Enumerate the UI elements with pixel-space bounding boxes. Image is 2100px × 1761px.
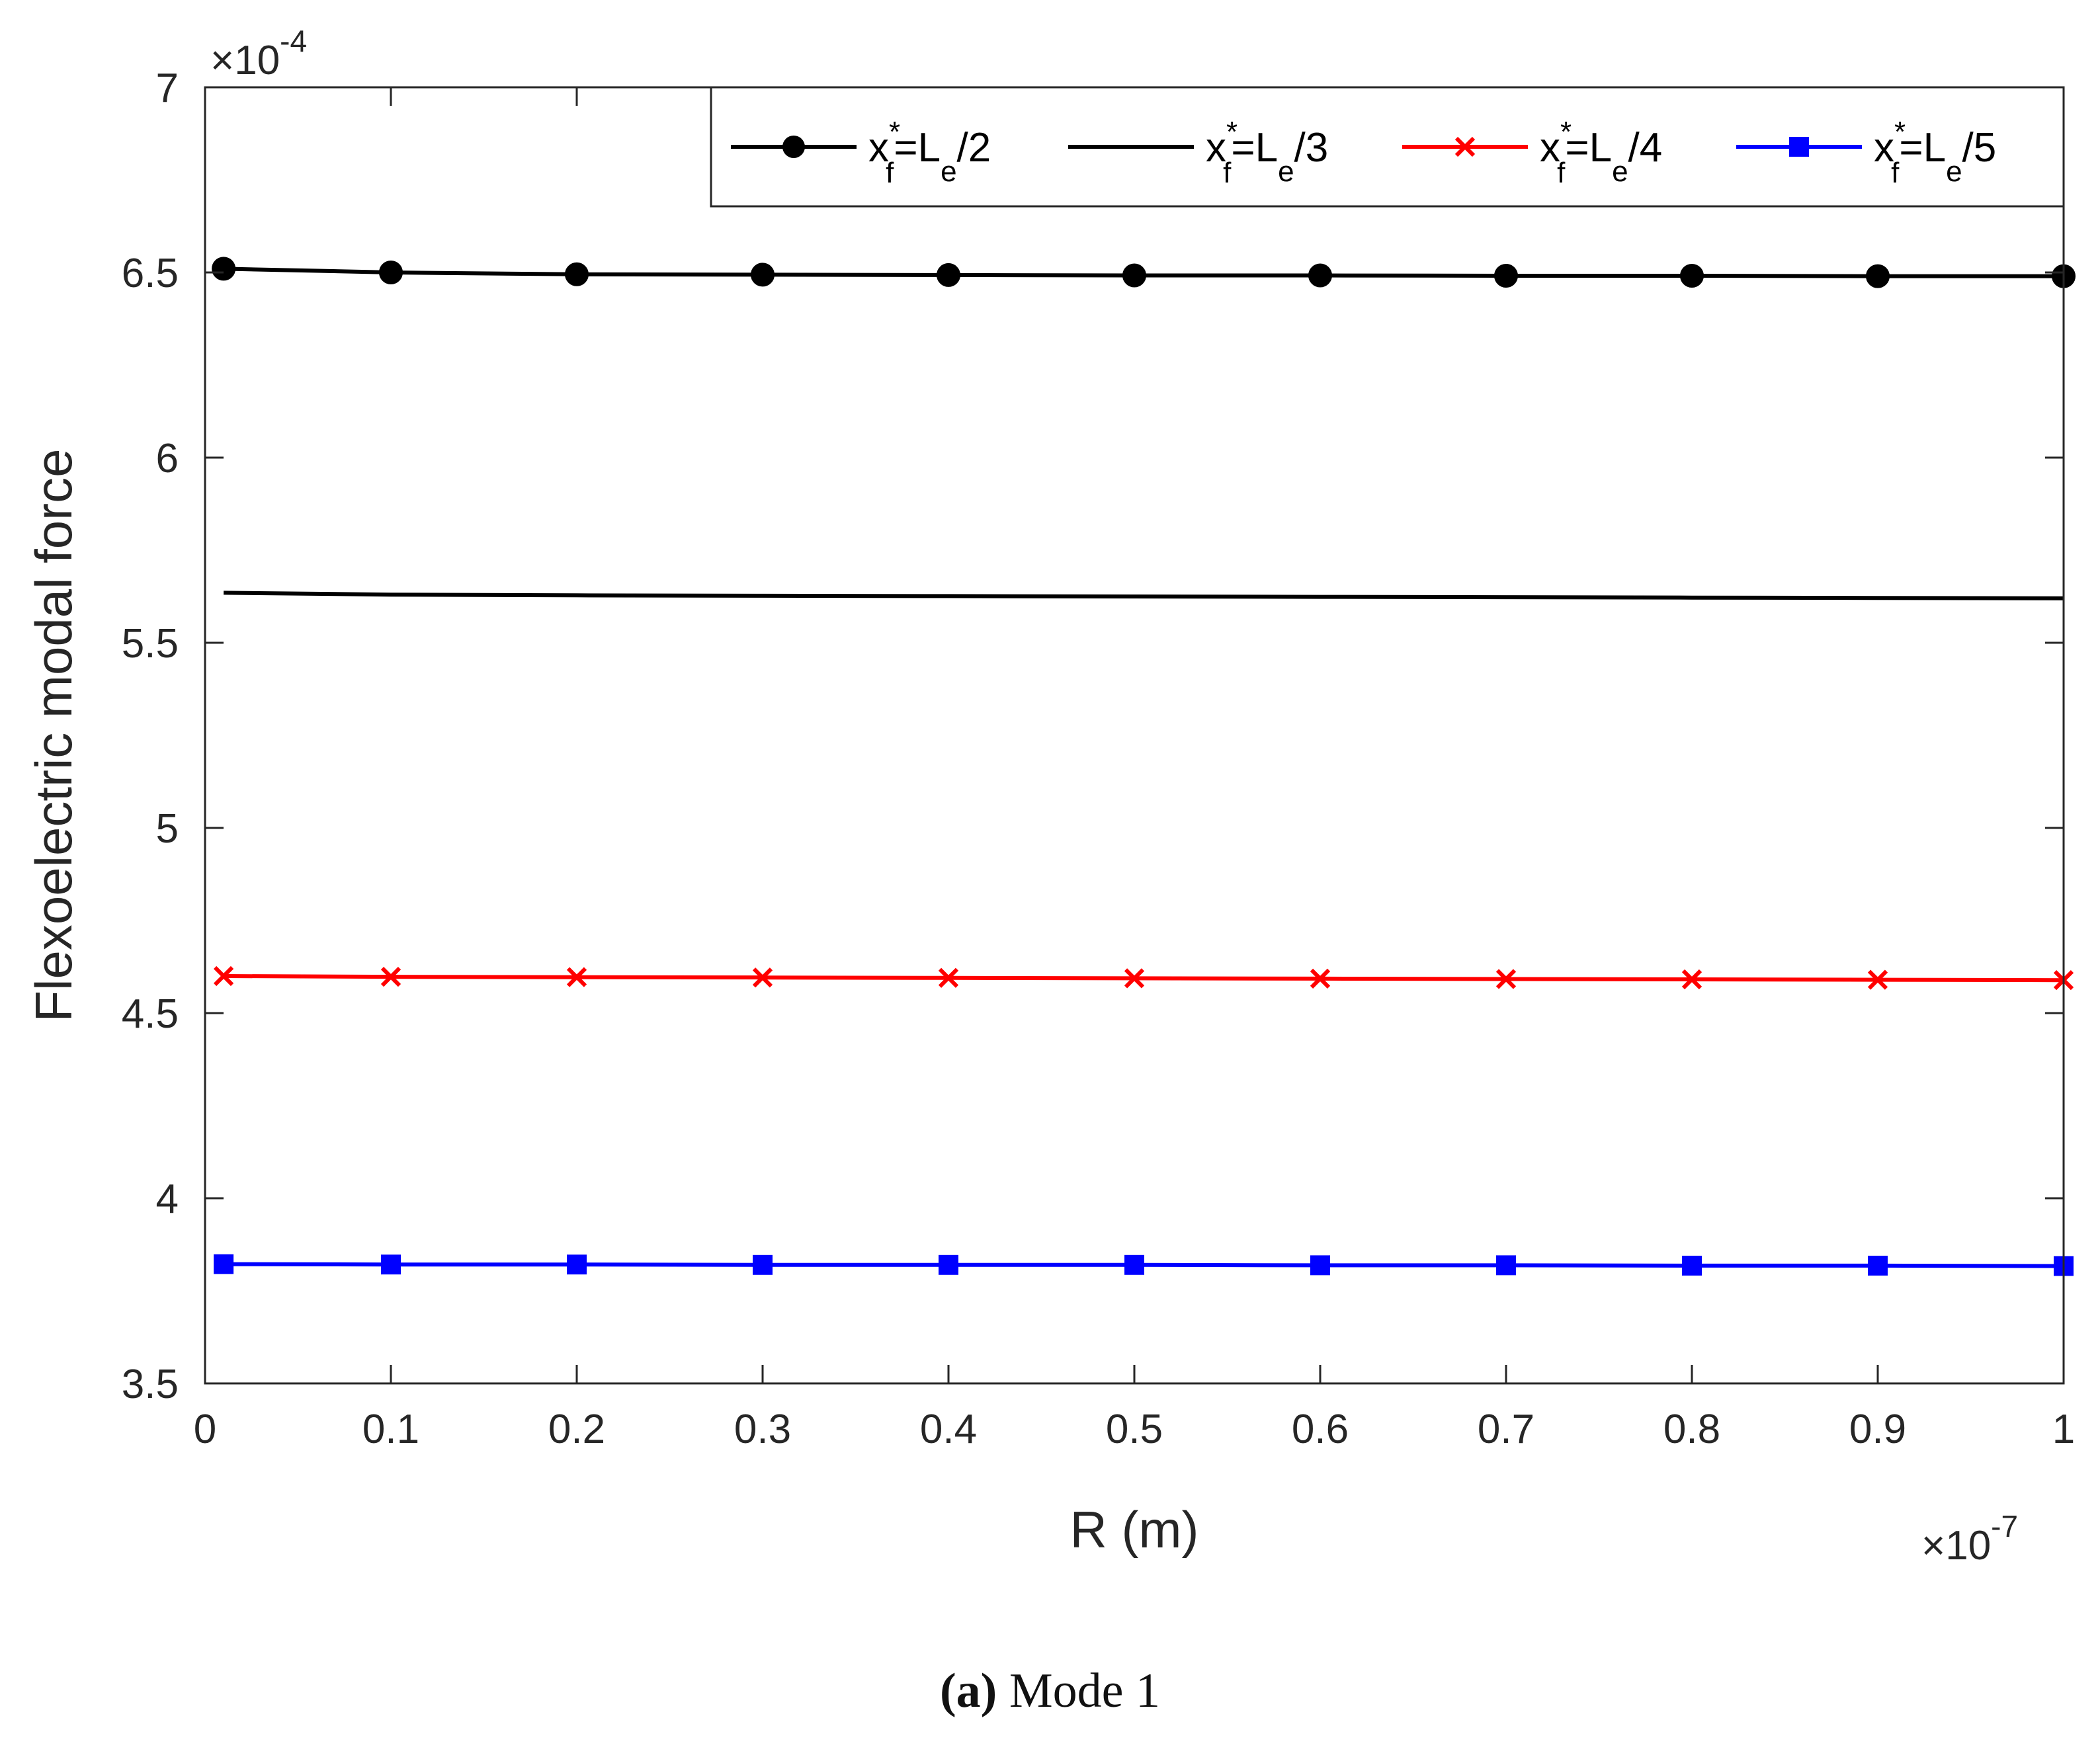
x-tick-label: 0.8 <box>1663 1407 1720 1452</box>
marker-stroke <box>213 965 234 987</box>
x-tick-label: 0.4 <box>920 1407 977 1452</box>
x-tick-label: 0.5 <box>1106 1407 1163 1452</box>
x-axis-multiplier: ×10-7 <box>1921 1509 2018 1569</box>
y-tick-label: 5.5 <box>122 621 179 667</box>
series-1 <box>212 257 2076 288</box>
legend-marker <box>1454 136 1476 157</box>
data-point <box>939 1254 958 1275</box>
data-point <box>380 966 401 987</box>
data-point <box>1124 1254 1144 1275</box>
data-point <box>1496 1255 1516 1276</box>
series-3 <box>213 965 2074 991</box>
x-tick-label: 0.6 <box>1292 1407 1349 1452</box>
caption-text: Mode 1 <box>1009 1664 1160 1718</box>
data-point <box>1124 968 1145 989</box>
data-point <box>1308 263 1332 288</box>
data-point <box>937 263 960 287</box>
data-point <box>1682 1255 1702 1276</box>
data-point <box>938 967 959 988</box>
legend-marker <box>782 136 805 158</box>
x-tick-label: 0.1 <box>362 1407 419 1452</box>
data-point <box>566 967 587 987</box>
legend-entry-2: x* f=Le/3 <box>1068 116 1328 189</box>
data-point <box>1494 264 1518 288</box>
marker-stroke <box>1310 968 1331 989</box>
data-point <box>1868 1255 1888 1276</box>
legend-label: x* f=Le/3 <box>1206 116 1328 189</box>
data-point <box>1310 1255 1330 1276</box>
marker-stroke <box>752 967 773 988</box>
data-point <box>1680 264 1704 288</box>
legend: x* f=Le/2 x* f=Le/3 x* f=Le/4 x* f=Le/5 <box>710 86 2065 208</box>
data-point <box>751 263 775 287</box>
x-tick-label: 1 <box>2052 1407 2075 1452</box>
data-point <box>381 1254 401 1275</box>
legend-label: x* f=Le/5 <box>1874 116 1996 189</box>
marker-stroke <box>938 967 959 988</box>
data-point <box>1122 263 1146 288</box>
data-point <box>567 1254 587 1275</box>
marker-stroke <box>1867 969 1888 990</box>
y-axis-multiplier: ×10-4 <box>210 24 307 83</box>
marker-stroke <box>380 966 401 987</box>
legend-box <box>710 86 2065 208</box>
caption-label: (a) <box>940 1664 997 1718</box>
data-point <box>1681 969 1702 990</box>
series-line <box>224 591 2064 600</box>
data-point <box>379 261 403 284</box>
data-point <box>752 967 773 988</box>
data-point <box>214 1254 234 1274</box>
series-4 <box>214 1254 2074 1276</box>
figure-caption: (a) Mode 1 <box>0 1663 2100 1719</box>
marker-stroke <box>566 967 587 987</box>
data-point <box>1867 969 1888 990</box>
x-tick-label: 0.7 <box>1478 1407 1534 1452</box>
data-point <box>213 965 234 987</box>
y-tick-label: 6 <box>156 436 179 481</box>
legend-label: x* f=Le/4 <box>1540 116 1662 189</box>
legend-label: x* f=Le/2 <box>868 116 991 189</box>
y-tick-label: 3.5 <box>122 1362 179 1407</box>
plot-background <box>205 87 2064 1383</box>
data-point <box>1310 968 1331 989</box>
plot-area <box>205 87 2076 1383</box>
data-point <box>1866 264 1890 288</box>
marker-stroke <box>1681 969 1702 990</box>
data-point <box>565 262 589 286</box>
data-point <box>753 1254 773 1275</box>
legend-entry-1: x* f=Le/2 <box>731 116 991 189</box>
x-tick-label: 0.3 <box>734 1407 791 1452</box>
data-point <box>212 257 236 281</box>
y-axis-label: Flexoelectric modal force <box>24 449 83 1022</box>
x-tick-label: 0.9 <box>1849 1407 1906 1452</box>
x-tick-label: 0 <box>194 1407 216 1452</box>
y-tick-label: 6.5 <box>122 251 179 296</box>
series-2 <box>224 591 2064 600</box>
x-tick-label: 0.2 <box>548 1407 605 1452</box>
y-tick-label: 7 <box>156 65 179 111</box>
y-tick-label: 5 <box>156 806 179 852</box>
y-tick-label: 4 <box>156 1176 179 1222</box>
marker-stroke <box>1124 968 1145 989</box>
legend-entry-3: x* f=Le/4 <box>1402 116 1662 189</box>
marker-stroke <box>1495 969 1517 989</box>
x-axis-label: R (m) <box>1070 1500 1199 1559</box>
y-tick-label: 4.5 <box>122 991 179 1037</box>
legend-entry-4: x* f=Le/5 <box>1736 116 1996 189</box>
data-point <box>1495 969 1517 989</box>
legend-marker <box>1789 137 1809 157</box>
